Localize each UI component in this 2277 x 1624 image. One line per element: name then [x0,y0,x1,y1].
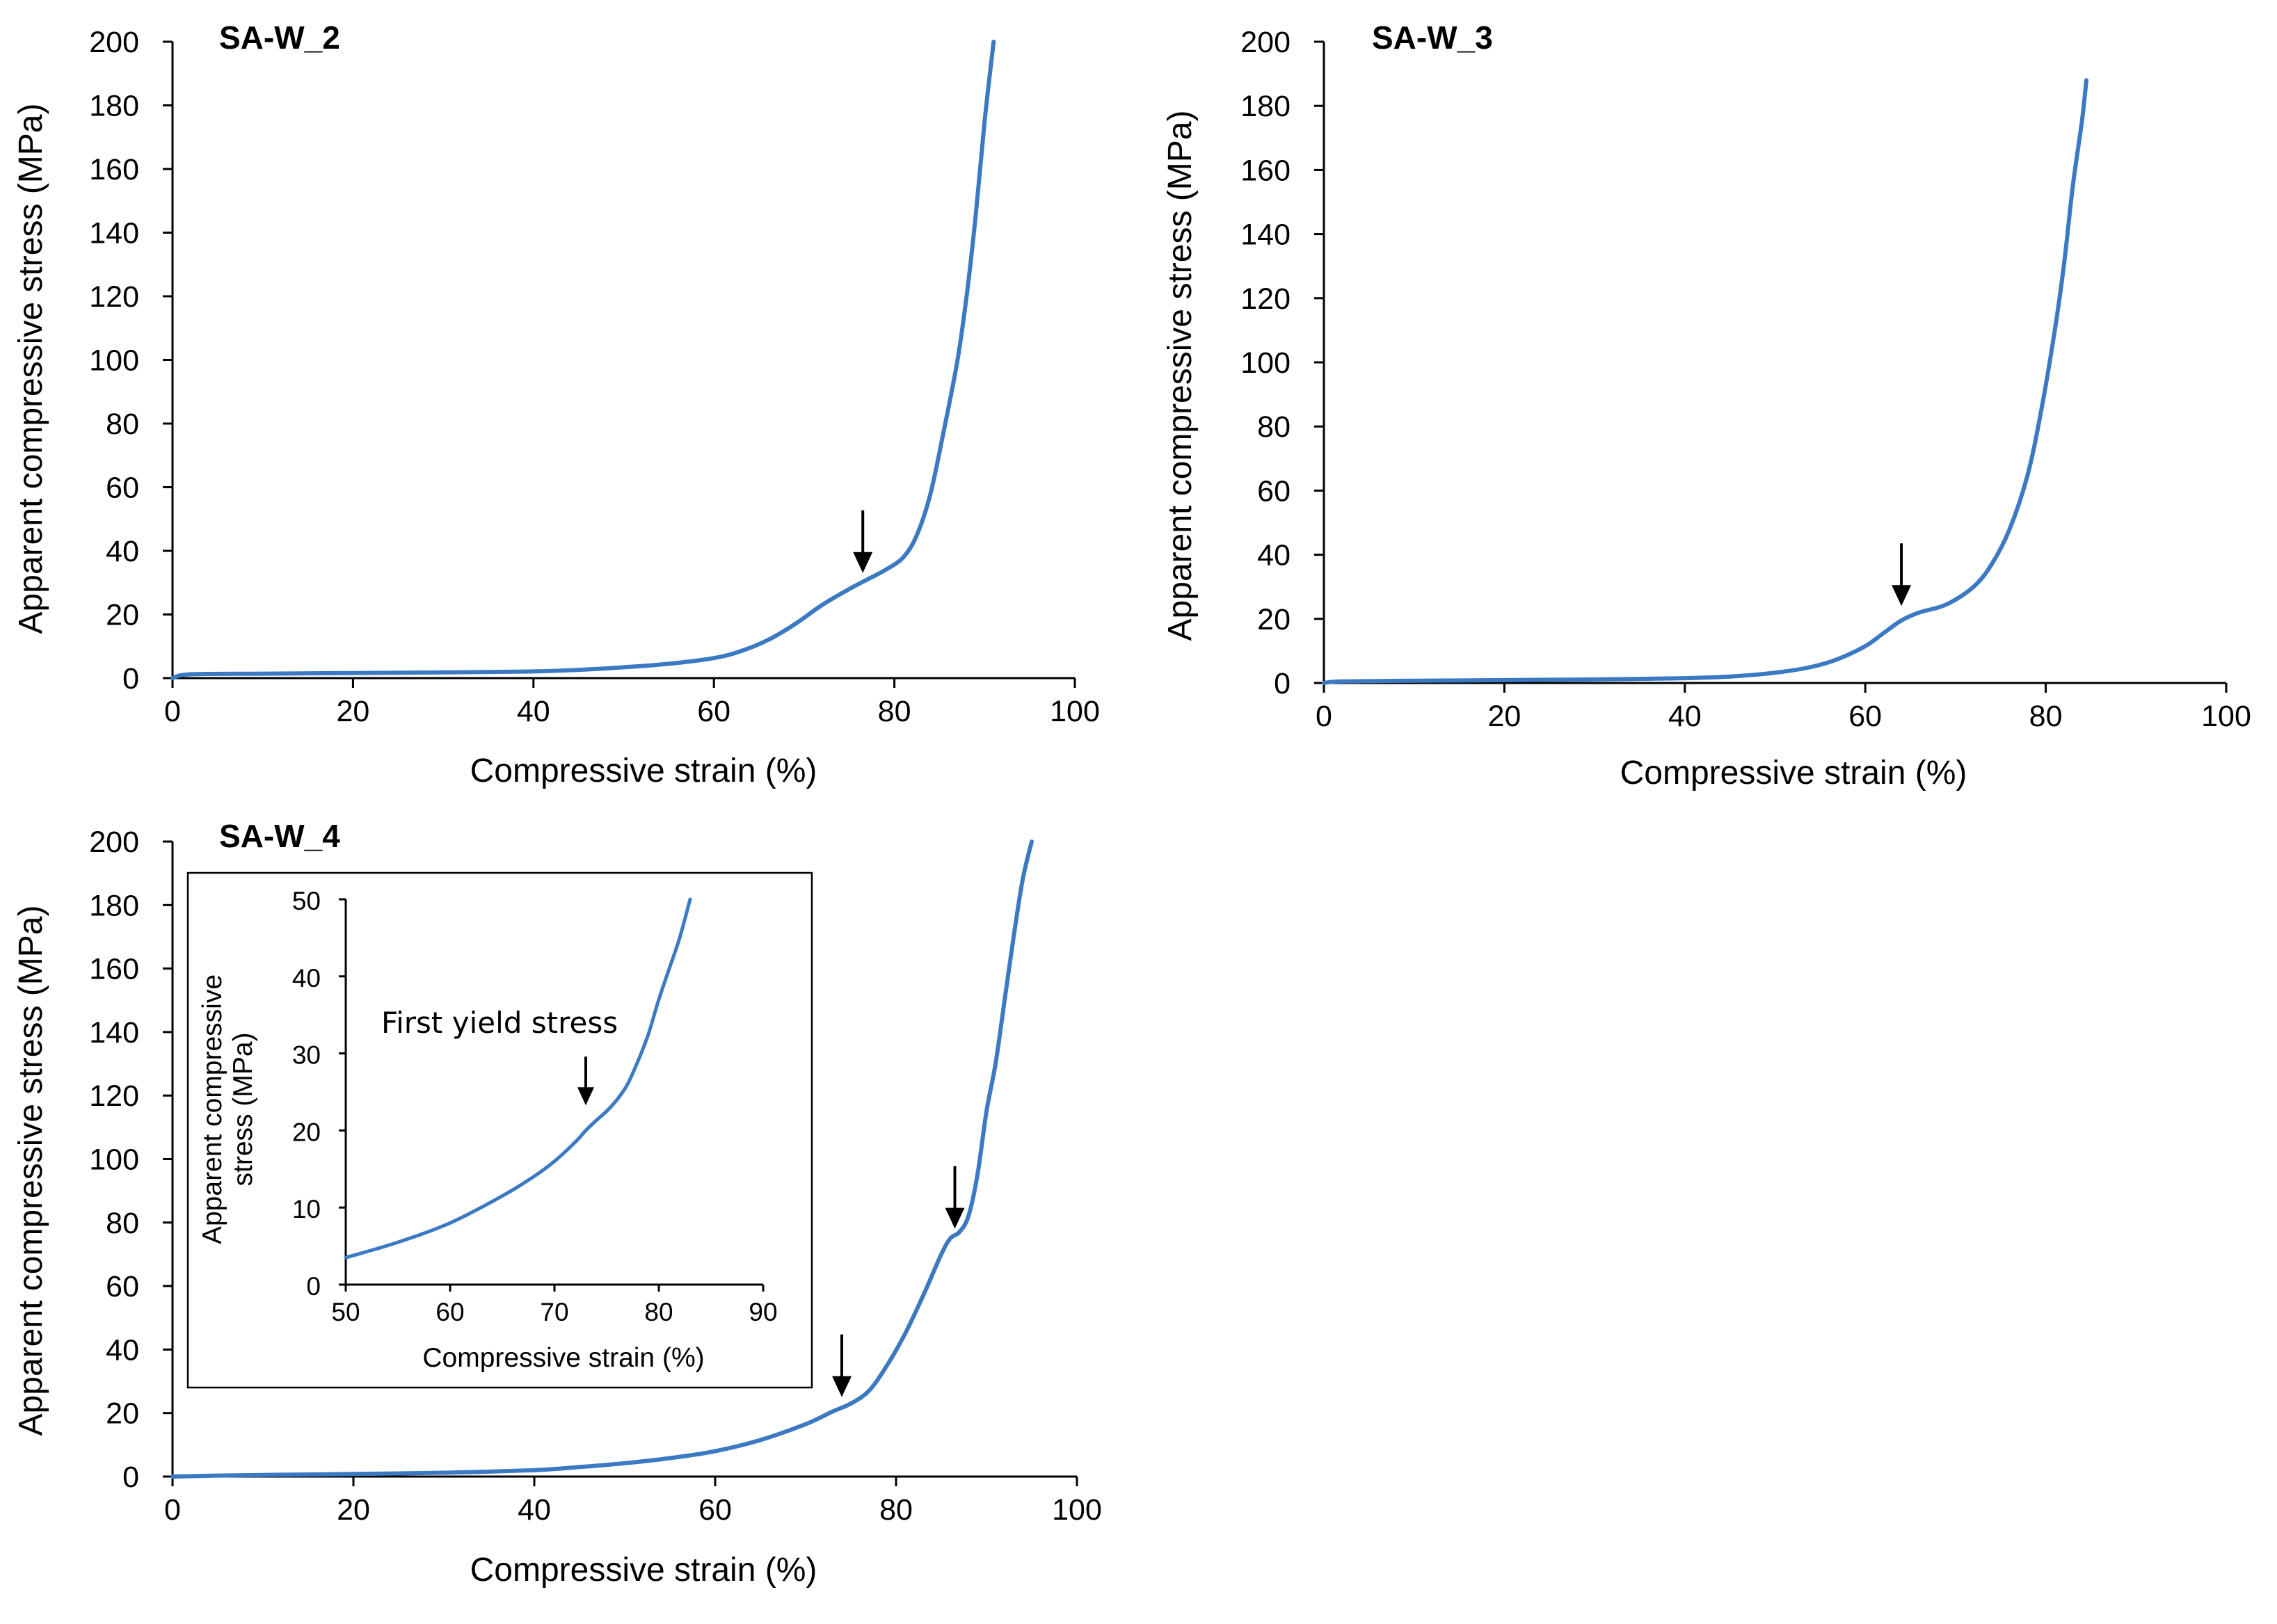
inset-panel: Apparent compressive stress (MPa) Compre… [186,871,813,1389]
y-tick-label: 40 [106,535,139,568]
y-tick-label: 60 [1257,474,1291,508]
y-tick-label: 180 [89,889,139,922]
panel-sa-w-4: SA-W_4 Apparent compressive stress (MPa)… [13,818,1102,1589]
x-tick-label: 0 [164,695,181,728]
x-tick-label: 80 [644,1298,673,1326]
series-line [344,897,692,1260]
y-tick-label: 0 [122,662,139,696]
y-tick-label: 100 [89,1143,139,1177]
inset-y-axis-label-line2: stress (MPa) [228,1032,258,1186]
yield-arrow-head [945,1207,965,1229]
x-tick-label: 60 [698,1493,732,1527]
inset-frame [186,871,813,1389]
x-axis-label: Compressive strain (%) [1620,755,1967,791]
x-tick-label: 60 [436,1298,464,1326]
y-tick-label: 140 [1240,218,1291,252]
y-tick-label: 0 [1274,667,1291,700]
y-tick-label: 100 [89,344,139,378]
panel-sa-w-3: SA-W_3 Apparent compressive stress (MPa)… [1162,19,2251,791]
y-tick-label: 180 [1240,90,1291,123]
yield-arrow-head [832,1376,852,1397]
y-tick-label: 20 [106,599,139,632]
y-tick-label: 180 [89,90,139,123]
x-tick-label: 80 [2029,700,2063,733]
y-tick-label: 0 [306,1272,321,1301]
x-tick-label: 0 [164,1493,181,1527]
y-tick-label: 80 [1257,410,1291,444]
y-axis-label: Apparent compressive stress (MPa) [13,906,49,1436]
series-line [170,40,996,680]
y-axis-label: Apparent compressive stress (MPa) [13,104,49,634]
y-tick-label: 20 [292,1118,321,1146]
y-tick-label: 120 [89,280,139,314]
inset-x-axis-label: Compressive strain (%) [422,1343,704,1373]
y-tick-label: 120 [89,1079,139,1113]
x-tick-label: 50 [331,1298,360,1326]
series-line [170,839,1034,1479]
y-tick-label: 200 [89,26,139,59]
y-tick-label: 60 [106,1270,139,1303]
x-tick-label: 40 [1668,700,1702,733]
x-tick-label: 90 [749,1298,777,1326]
first-yield-stress-annotation: First yield stress [381,1006,618,1040]
x-axis-label: Compressive strain (%) [470,753,817,789]
y-tick-label: 120 [1240,282,1291,316]
panel-sa-w-2: SA-W_2 Apparent compressive stress (MPa)… [13,19,1100,789]
y-tick-label: 40 [1257,539,1291,572]
y-axis-label: Apparent compressive stress (MPa) [1162,111,1199,641]
x-tick-label: 60 [697,695,730,728]
yield-arrow-head [1892,585,1912,606]
y-tick-label: 60 [106,472,139,505]
y-tick-label: 30 [292,1041,321,1070]
x-tick-label: 80 [878,695,911,728]
y-tick-label: 50 [292,887,321,915]
x-tick-label: 40 [517,695,550,728]
y-tick-label: 20 [1257,603,1291,636]
panel-title: SA-W_4 [219,818,340,854]
y-tick-label: 100 [1240,346,1291,380]
x-axis-label: Compressive strain (%) [470,1552,817,1589]
y-tick-label: 40 [106,1333,139,1367]
x-tick-label: 60 [1848,700,1882,733]
y-tick-label: 0 [122,1461,139,1494]
yield-arrow-head [853,552,873,573]
y-tick-label: 20 [106,1397,139,1431]
x-tick-label: 20 [336,695,369,728]
y-tick-label: 200 [1240,26,1291,59]
y-tick-label: 80 [106,408,139,441]
x-tick-label: 20 [337,1493,370,1527]
panel-title: SA-W_3 [1372,19,1493,56]
inset-y-axis-label-line1: Apparent compressive [198,974,227,1244]
y-tick-label: 40 [292,964,321,992]
x-tick-label: 100 [1052,1493,1102,1527]
y-tick-label: 160 [89,153,139,186]
y-tick-label: 140 [89,1016,139,1050]
series-line [1322,78,2088,685]
y-tick-label: 160 [1240,154,1291,187]
y-tick-label: 140 [89,217,139,250]
panel-title: SA-W_2 [219,19,340,56]
y-tick-label: 200 [89,826,139,859]
y-tick-label: 80 [106,1207,139,1240]
x-tick-label: 100 [2201,700,2251,733]
x-tick-label: 80 [879,1493,913,1527]
x-tick-label: 0 [1316,700,1332,733]
yield-arrow-head [577,1087,594,1106]
x-tick-label: 40 [518,1493,551,1527]
y-tick-label: 10 [292,1195,321,1223]
x-tick-label: 70 [540,1298,568,1326]
y-tick-label: 160 [89,953,139,986]
x-tick-label: 100 [1050,695,1100,728]
x-tick-label: 20 [1487,700,1521,733]
